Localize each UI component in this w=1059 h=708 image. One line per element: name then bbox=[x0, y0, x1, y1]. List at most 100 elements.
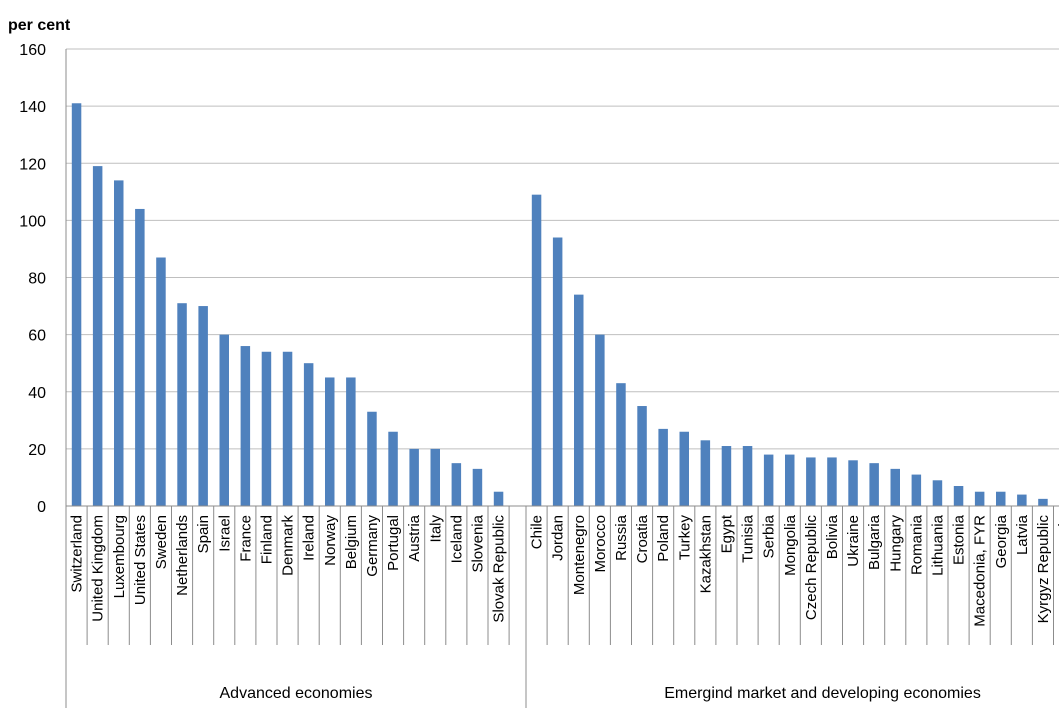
category-label: Serbia bbox=[761, 514, 778, 558]
category-label: Hungary bbox=[887, 515, 904, 572]
category-label: Tunisia bbox=[740, 514, 757, 562]
bar bbox=[911, 474, 922, 506]
category-label: Macedonia, FYR bbox=[972, 515, 989, 627]
category-label: Chile bbox=[529, 515, 546, 549]
category-label: Netherlands bbox=[174, 515, 191, 596]
category-label: France bbox=[237, 515, 254, 562]
category-label: Ireland bbox=[301, 515, 318, 561]
category-label: Latvia bbox=[1014, 514, 1031, 555]
category-label: Turkey bbox=[676, 515, 693, 561]
y-tick-label: 0 bbox=[37, 499, 46, 516]
category-label: Portugal bbox=[385, 515, 402, 571]
bar bbox=[303, 363, 314, 506]
category-label: Luxembourg bbox=[111, 515, 128, 598]
category-label: Mongolia bbox=[782, 514, 799, 576]
category-label: Armenia bbox=[1056, 514, 1059, 571]
bar bbox=[932, 480, 943, 506]
bar bbox=[135, 208, 145, 506]
bar bbox=[890, 468, 900, 506]
bar bbox=[282, 351, 293, 506]
bar bbox=[996, 491, 1006, 506]
bar bbox=[92, 166, 103, 506]
bars bbox=[71, 103, 1048, 507]
bar bbox=[409, 448, 419, 506]
bar bbox=[71, 103, 82, 507]
category-label: Norway bbox=[322, 515, 339, 566]
y-tick-label: 40 bbox=[28, 385, 46, 402]
bar bbox=[451, 463, 462, 506]
category-label: Bolivia bbox=[824, 514, 841, 559]
bar bbox=[430, 448, 440, 506]
group-labels: Advanced economies Emergind market and de… bbox=[220, 685, 981, 702]
category-label: Iceland bbox=[448, 515, 465, 563]
bar bbox=[240, 346, 251, 506]
bar bbox=[700, 440, 711, 506]
bar bbox=[679, 431, 689, 506]
category-label: Slovak Republic bbox=[491, 515, 508, 623]
bar bbox=[806, 457, 816, 506]
category-label: Kazakhstan bbox=[697, 515, 714, 593]
category-label: Slovenia bbox=[469, 514, 486, 572]
y-tick-label: 80 bbox=[28, 271, 46, 288]
y-tick-label: 100 bbox=[19, 213, 46, 230]
category-label: Belgium bbox=[343, 515, 360, 569]
bar bbox=[367, 411, 377, 506]
category-label: Austria bbox=[406, 514, 423, 561]
y-tick-label: 140 bbox=[19, 99, 46, 116]
category-label: United Kingdom bbox=[90, 515, 107, 622]
category-label: Finland bbox=[258, 515, 275, 564]
bar bbox=[219, 334, 229, 506]
bar bbox=[177, 303, 187, 506]
category-label: Romania bbox=[908, 514, 925, 575]
category-labels: Switzerland United Kingdom Luxembourg Unite… bbox=[69, 514, 1059, 627]
bar bbox=[1017, 494, 1027, 506]
bar bbox=[742, 446, 753, 506]
category-label: Czech Republic bbox=[803, 515, 820, 621]
bar bbox=[156, 257, 166, 506]
category-label: Bulgaria bbox=[866, 514, 883, 570]
bar bbox=[869, 463, 879, 506]
bar bbox=[198, 306, 208, 506]
bar bbox=[346, 377, 356, 506]
bar bbox=[616, 383, 626, 506]
category-label: Poland bbox=[655, 515, 672, 562]
category-label: Russia bbox=[613, 514, 630, 561]
category-label: Montenegro bbox=[571, 515, 588, 595]
bar bbox=[658, 428, 668, 506]
y-tick-label: 120 bbox=[19, 156, 46, 173]
bar bbox=[637, 406, 647, 506]
bar bbox=[595, 334, 605, 506]
category-label: Germany bbox=[364, 515, 381, 577]
bar bbox=[721, 446, 732, 506]
bar bbox=[552, 237, 563, 506]
bar bbox=[785, 454, 795, 506]
y-tick-label: 160 bbox=[19, 42, 46, 59]
category-label: Israel bbox=[216, 515, 233, 552]
bar bbox=[472, 468, 483, 506]
bar bbox=[261, 351, 272, 506]
group-label: Emergind market and developing economies bbox=[664, 685, 981, 702]
bar bbox=[827, 457, 837, 506]
category-label: Spain bbox=[195, 515, 212, 553]
category-label: Morocco bbox=[592, 515, 609, 573]
y-tick-label: 60 bbox=[28, 328, 46, 345]
axes bbox=[65, 49, 1059, 708]
category-label: Italy bbox=[427, 515, 444, 543]
category-label: Croatia bbox=[634, 514, 651, 563]
category-label: Switzerland bbox=[69, 515, 86, 593]
category-label: Georgia bbox=[993, 514, 1010, 568]
y-axis-unit-label: per cent bbox=[8, 17, 71, 34]
category-label: Ukraine bbox=[845, 515, 862, 567]
bar bbox=[1038, 498, 1048, 506]
category-label: Jordan bbox=[550, 515, 567, 561]
category-label: Denmark bbox=[280, 515, 297, 576]
bar bbox=[388, 431, 398, 506]
bar bbox=[574, 294, 584, 506]
bar bbox=[114, 180, 124, 506]
bar bbox=[531, 194, 542, 506]
y-tick-label: 20 bbox=[28, 442, 46, 459]
bar bbox=[493, 491, 504, 506]
bar bbox=[953, 486, 964, 506]
group-label: Advanced economies bbox=[220, 685, 373, 702]
